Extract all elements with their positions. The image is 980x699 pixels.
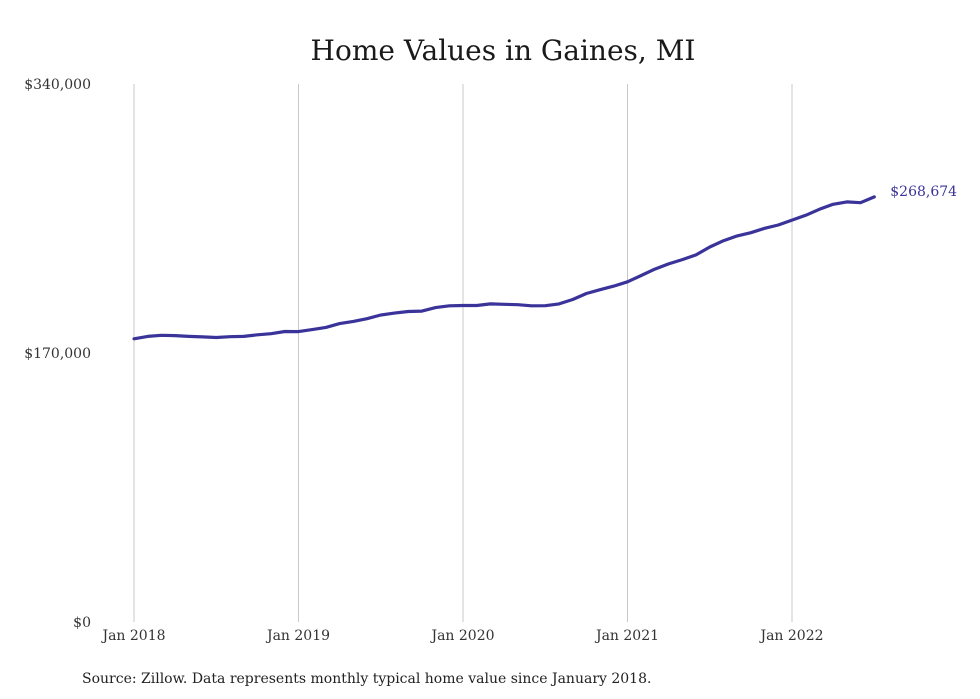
y-axis-tick-labels: $0 $170,000 $340,000 <box>24 77 91 631</box>
y-tick-label: $0 <box>73 615 91 631</box>
x-tick-label: Jan 2018 <box>100 628 165 644</box>
vertical-gridlines <box>133 84 793 622</box>
series-line-home-value <box>132 195 876 341</box>
y-tick-label: $340,000 <box>24 77 91 93</box>
x-axis-tick-labels: Jan 2018 Jan 2019 Jan 2020 Jan 2021 Jan 2022 <box>100 628 823 644</box>
x-tick-label: Jan 2021 <box>594 628 659 644</box>
x-tick-label: Jan 2019 <box>265 628 330 644</box>
end-value-label: $268,674 <box>890 184 957 200</box>
chart-title: Home Values in Gaines, MI <box>311 34 696 67</box>
y-tick-label: $170,000 <box>24 346 91 362</box>
source-note: Source: Zillow. Data represents monthly … <box>82 671 651 687</box>
x-tick-label: Jan 2022 <box>758 628 823 644</box>
x-tick-label: Jan 2020 <box>429 628 494 644</box>
